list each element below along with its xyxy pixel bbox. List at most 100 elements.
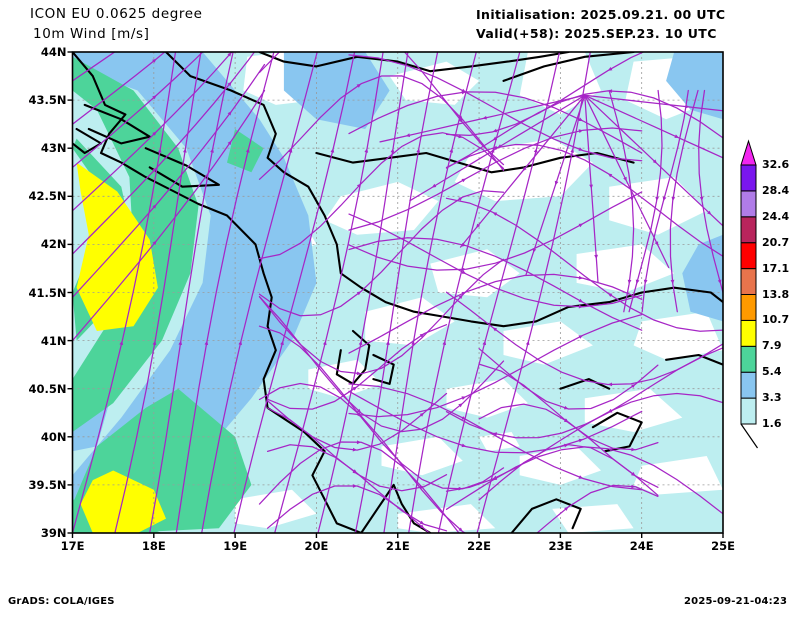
band-3.3-5.4 bbox=[283, 52, 390, 129]
xtick-label: 19E bbox=[223, 539, 248, 553]
streamline-arrowhead bbox=[490, 148, 495, 153]
streamline-arrowhead bbox=[707, 210, 712, 215]
band-5.4-7.9 bbox=[227, 129, 264, 173]
streamline-path bbox=[348, 213, 643, 308]
streamline-arrowhead bbox=[570, 148, 574, 153]
streamline-path bbox=[201, 52, 318, 533]
streamline-path bbox=[408, 52, 521, 533]
coastline-path bbox=[258, 52, 570, 73]
colorbar-segment bbox=[740, 345, 757, 373]
streamline-arrowhead bbox=[178, 340, 183, 345]
colorbar-segment bbox=[740, 319, 757, 347]
colorbar-tick-label: 7.9 bbox=[762, 339, 782, 353]
streamline-arrowhead bbox=[607, 173, 613, 178]
streamline-arrowhead bbox=[386, 340, 390, 345]
streamline-arrowhead bbox=[607, 382, 613, 387]
colorbar-tick-label: 32.6 bbox=[762, 158, 790, 171]
streamline-path bbox=[72, 52, 116, 82]
streamline-arrowhead bbox=[578, 117, 584, 121]
streamline-path bbox=[258, 441, 460, 533]
streamline-arrowhead bbox=[564, 506, 569, 511]
axis-ticks bbox=[67, 51, 724, 538]
coastline-path bbox=[510, 498, 582, 533]
streamline-arrowhead bbox=[525, 340, 530, 346]
streamline-arrowhead bbox=[119, 340, 124, 346]
streamline-path bbox=[274, 52, 384, 533]
streamline-path bbox=[72, 52, 233, 212]
streamline-arrowhead bbox=[578, 129, 584, 133]
streamline-path bbox=[114, 52, 202, 533]
streamline-arrowhead bbox=[492, 145, 498, 150]
colorbar-arrow-up-icon bbox=[740, 139, 757, 166]
streamline-arrowhead bbox=[578, 304, 584, 309]
streamline-arrowhead bbox=[356, 408, 362, 414]
streamline-arrowhead bbox=[627, 279, 632, 285]
streamline-path bbox=[348, 313, 643, 418]
streamline-arrowhead bbox=[461, 178, 467, 183]
streamline-arrowhead bbox=[458, 486, 463, 491]
streamline-arrowhead bbox=[204, 340, 209, 346]
streamline-arrowhead bbox=[459, 534, 463, 538]
band-3.3-5.4 bbox=[666, 52, 723, 120]
ytick-label: 42.5N bbox=[28, 189, 67, 204]
streamline-arrowhead bbox=[532, 248, 537, 253]
streamline-arrowhead bbox=[356, 371, 362, 376]
streamline-arrowhead bbox=[631, 384, 636, 388]
streamline-arrowhead bbox=[357, 412, 362, 418]
xtick-label: 23E bbox=[548, 539, 573, 553]
streamline-arrowhead bbox=[578, 298, 584, 303]
streamline-arrowhead bbox=[578, 335, 584, 339]
colorbar-tick-label: 3.3 bbox=[762, 391, 782, 405]
colorbar-tail bbox=[740, 423, 758, 449]
streamline-arrowhead bbox=[152, 58, 157, 63]
streamline-arrowhead bbox=[458, 134, 463, 139]
streamline-arrowhead bbox=[411, 340, 415, 345]
streamline-arrowhead bbox=[662, 196, 667, 202]
streamline-arrowhead bbox=[323, 340, 327, 346]
streamline-arrowhead bbox=[458, 197, 463, 201]
streamline-path bbox=[348, 191, 643, 271]
streamline-arrowhead bbox=[476, 223, 481, 229]
streamline-arrowhead bbox=[419, 333, 425, 338]
streamline-path bbox=[348, 127, 643, 231]
streamline-arrowhead bbox=[607, 67, 613, 71]
band-7.9-10.7 bbox=[76, 162, 158, 331]
coastline-path bbox=[315, 151, 635, 174]
streamline-path bbox=[348, 273, 643, 354]
initialisation-label: Initialisation: 2025.09.21. 00 UTC bbox=[476, 7, 726, 22]
streamline-path bbox=[72, 52, 256, 255]
xtick-label: 24E bbox=[629, 539, 654, 553]
streamline-arrowhead bbox=[152, 340, 157, 346]
colorbar-tick-label: 24.4 bbox=[762, 209, 790, 223]
streamline-path bbox=[383, 52, 477, 533]
grads-credit: GrADS: COLA/IGES bbox=[8, 596, 115, 607]
streamline-arrowhead bbox=[358, 340, 363, 346]
xtick-label: 21E bbox=[385, 539, 410, 553]
band-3.3-5.4 bbox=[72, 52, 317, 533]
colorbar-tick-label: 13.8 bbox=[762, 287, 790, 301]
colorbar-tick-label: 10.7 bbox=[762, 313, 790, 327]
field-title: 10m Wind [m/s] bbox=[33, 26, 150, 42]
ytick-label: 44N bbox=[40, 45, 67, 59]
streamline-arrowhead bbox=[461, 443, 467, 448]
streamline-arrowhead bbox=[461, 416, 467, 420]
coastline-path bbox=[372, 353, 395, 385]
streamline-arrowhead bbox=[670, 279, 675, 285]
streamline-arrowhead bbox=[522, 166, 527, 172]
streamline-arrowhead bbox=[458, 527, 463, 532]
colorbar-segment bbox=[740, 268, 757, 296]
streamline-arrowhead bbox=[227, 111, 232, 116]
streamline-arrowhead bbox=[210, 148, 214, 153]
streamline-arrowhead bbox=[352, 484, 358, 488]
streamline-arrowhead bbox=[492, 212, 498, 216]
colorbar-tick-label: 1.6 bbox=[762, 417, 782, 430]
streamline-arrowhead bbox=[492, 475, 498, 480]
streamline-arrowhead bbox=[157, 148, 162, 153]
streamline-arrowhead bbox=[419, 485, 425, 490]
streamline-path bbox=[348, 390, 643, 454]
colorbar-tick-label: 28.4 bbox=[762, 183, 790, 197]
streamline-arrowhead bbox=[227, 140, 232, 145]
ytick-label: 39.5N bbox=[28, 477, 67, 492]
streamline-arrowhead bbox=[554, 180, 559, 186]
